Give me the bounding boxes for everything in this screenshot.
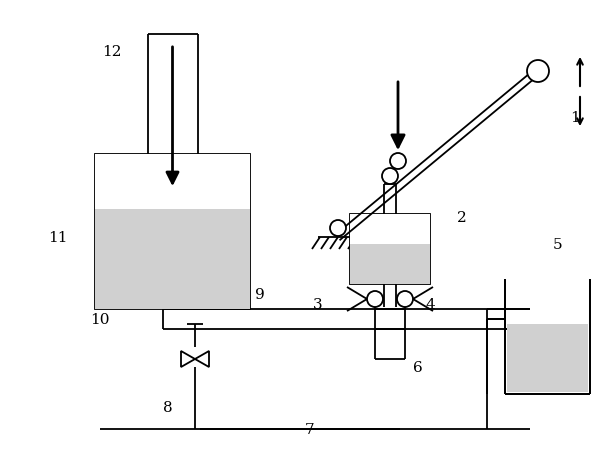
Polygon shape [181,351,195,367]
Text: 8: 8 [163,400,173,414]
Text: 9: 9 [255,287,265,301]
Polygon shape [195,351,209,367]
Text: 5: 5 [553,238,563,252]
Text: 1: 1 [570,111,580,125]
Bar [350,244,430,285]
Circle shape [390,154,406,170]
Text: 11: 11 [48,230,67,244]
Text: 7: 7 [305,422,315,436]
Circle shape [367,291,383,307]
Text: 2: 2 [457,211,467,225]
Bar [350,215,430,285]
Bar [507,324,588,392]
Text: 4: 4 [425,297,435,311]
Circle shape [397,291,413,307]
Circle shape [527,61,549,83]
Text: 10: 10 [90,312,110,326]
Bar [350,215,430,244]
Circle shape [330,221,346,236]
Text: 3: 3 [313,297,323,311]
Circle shape [382,169,398,184]
Text: 12: 12 [102,45,122,59]
Bar [95,155,250,309]
Bar [95,210,250,309]
Bar [95,155,250,210]
Text: 6: 6 [413,360,423,374]
